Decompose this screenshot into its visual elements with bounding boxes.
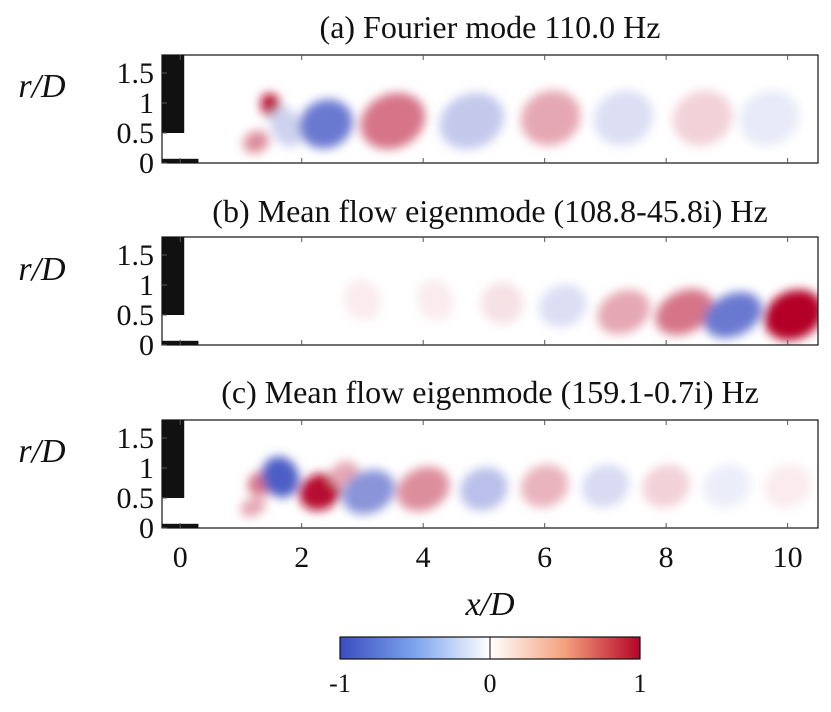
y-tick-label: 1 — [139, 87, 154, 120]
x-tick-labels: 0 2 4 6 8 10 — [173, 541, 803, 574]
x-axis-label: x/D — [464, 586, 515, 623]
colorbar-tick-max: 1 — [634, 669, 647, 698]
panel-c-title: (c) Mean flow eigenmode (159.1-0.7i) Hz — [221, 374, 759, 410]
panel-a-heatmap: 1.510.50 — [117, 55, 819, 180]
x-tick-label: 4 — [416, 541, 431, 574]
panel-c-ylabel: r/D — [18, 433, 66, 470]
y-tick-label: 0 — [139, 147, 154, 180]
panel-a-ylabel: r/D — [18, 68, 66, 105]
y-tick-label: 1.5 — [117, 239, 155, 272]
y-tick-label: 0 — [139, 512, 154, 545]
nozzle-wall — [162, 420, 184, 498]
colorbar-tick-min: -1 — [329, 669, 351, 698]
colorbar: -1 0 1 — [329, 637, 646, 698]
x-tick-label: 6 — [537, 541, 552, 574]
panel-b-ylabel: r/D — [18, 251, 66, 288]
y-tick-label: 0.5 — [117, 299, 155, 332]
x-tick-label: 2 — [294, 541, 309, 574]
nozzle-wall — [162, 237, 184, 315]
y-tick-label: 0.5 — [117, 482, 155, 515]
panel-a-title: (a) Fourier mode 110.0 Hz — [320, 9, 661, 45]
panel-b-title: (b) Mean flow eigenmode (108.8-45.8i) Hz — [212, 193, 767, 229]
colorbar-tick-zero: 0 — [484, 669, 497, 698]
nozzle-wall — [162, 55, 184, 133]
x-tick-label: 10 — [773, 541, 803, 574]
y-tick-label: 1 — [139, 452, 154, 485]
x-tick-label: 0 — [173, 541, 188, 574]
panel-c-heatmap: 1.510.50 — [117, 420, 819, 545]
panel-b-heatmap: 1.510.50 — [117, 237, 831, 362]
x-tick-label: 8 — [659, 541, 674, 574]
y-tick-label: 0.5 — [117, 117, 155, 150]
y-tick-label: 1.5 — [117, 422, 155, 455]
y-tick-label: 1 — [139, 269, 154, 302]
y-tick-label: 1.5 — [117, 57, 155, 90]
y-tick-label: 0 — [139, 329, 154, 362]
